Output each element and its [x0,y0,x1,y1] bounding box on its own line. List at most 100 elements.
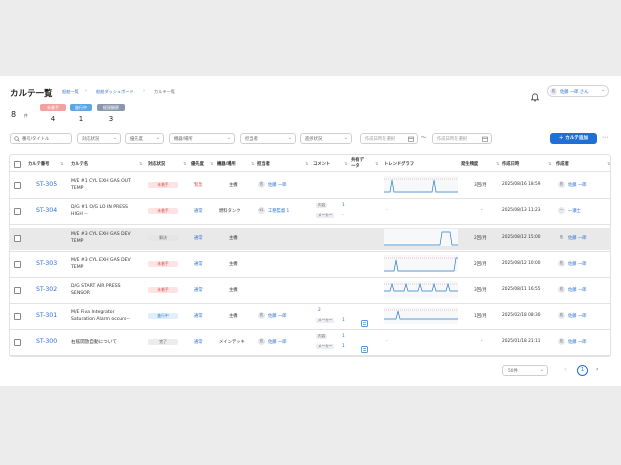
chart-name[interactable]: M/E #3 CYL EXH GAS DEV [71,232,131,237]
comment-count[interactable]: - [342,212,344,218]
column-header[interactable]: コメント [313,162,331,167]
chart-name[interactable]: D/G #1 O/G LO IN PRESS [71,205,128,210]
assignee-filter[interactable]: 担当者 ⌄ [240,133,296,144]
sort-icon[interactable]: ⇅ [344,161,348,166]
more-options-icon[interactable]: ⋯ [602,134,608,141]
column-header[interactable]: 共有データ [351,158,364,169]
sort-icon[interactable]: ⇅ [305,161,309,166]
status-filter[interactable]: 対応状況 ⌄ [77,133,121,144]
date-from-input[interactable]: 作成日時を選択 [360,133,418,144]
chevron-down-icon: ⌄ [539,367,544,373]
breadcrumb-dashboard[interactable]: 船舶ダッシュボード [96,89,134,94]
row-checkbox[interactable] [14,182,21,189]
date-to-input[interactable]: 作成日時を選択 [432,133,492,144]
column-header[interactable]: 作成日時 [502,162,520,167]
column-header[interactable]: カルテ名 [71,162,89,167]
column-header[interactable]: 機器/場所 [217,162,236,167]
comment-count[interactable]: 1 [342,202,345,208]
chart-id-link[interactable]: ST-304 [36,207,58,214]
chart-name[interactable]: D/G START AIR PRESS [71,284,121,289]
column-header[interactable]: 担当者 [257,162,270,167]
trend-graph[interactable] [384,281,458,298]
trend-graph[interactable] [384,229,458,246]
row-checkbox[interactable] [14,208,21,215]
chart-id-link[interactable]: ST-305 [36,181,58,188]
sort-icon[interactable]: ⇅ [375,161,379,166]
chart-id-link[interactable]: ST-301 [36,312,58,319]
progress-filter[interactable]: 進捗状況 ⌄ [300,133,352,144]
badge-in-progress[interactable]: 進行中 [70,104,92,111]
column-header[interactable]: 作成者 [556,162,569,167]
creator-name[interactable]: 一瀬士 [568,209,581,214]
chart-name[interactable]: M/E Fiva Integrator [71,310,115,315]
page-1-button[interactable]: 1 [577,365,588,376]
sort-icon[interactable]: ⇅ [183,161,187,166]
creator-name[interactable]: 佐藤 一郎 [568,183,587,188]
creator-name[interactable]: 佐藤 一郎 [568,314,587,319]
trend-graph[interactable] [384,255,458,272]
comment-count[interactable]: 2 [318,307,321,313]
creator-avatar: 佐 [558,338,565,345]
prev-page-button[interactable]: ‹ [564,366,567,373]
creator-name[interactable]: 佐藤 一郎 [568,288,587,293]
comment-count[interactable]: 1 [342,317,345,323]
chart-id-link[interactable]: ST-303 [36,260,58,267]
badge-unstarted-count: 4 [50,115,56,123]
chart-id-link[interactable]: ST-302 [36,286,58,293]
priority-filter[interactable]: 優先度 ⌄ [125,133,164,144]
chart-name[interactable]: TEMP [71,186,84,191]
row-checkbox[interactable] [14,313,21,320]
trend-graph[interactable] [384,307,458,324]
select-all-checkbox[interactable] [14,161,21,168]
assignee-name[interactable]: 佐藤 一郎 [268,340,287,345]
trend-graph[interactable] [384,176,458,193]
column-header[interactable]: 対応状況 [148,162,166,167]
chart-name[interactable]: M/E #1 CYL EXH GAS OUT [71,179,131,184]
creator-name[interactable]: 佐藤 一郎 [568,262,587,267]
chart-name[interactable]: TEMP [71,265,84,270]
user-menu[interactable]: 佐 佐藤 一郎 さん ⌄ [547,85,609,97]
badge-observation[interactable]: 経過観察 [97,104,125,111]
search-input[interactable]: 番号/タイトル [10,133,72,144]
chart-name[interactable]: 右舷開放自動について [71,339,117,345]
column-header[interactable]: カルテ番号 [28,162,50,167]
chart-name[interactable]: SENSOR [71,291,90,296]
row-checkbox[interactable] [14,287,21,294]
bell-icon[interactable] [530,87,540,102]
sort-icon[interactable]: ⇅ [60,161,64,166]
sort-icon[interactable]: ⇅ [139,161,143,166]
column-header[interactable]: トレンドグラフ [384,162,415,167]
chart-name[interactable]: Saturation Alarm occurs-- [71,317,130,322]
row-checkbox[interactable] [14,339,21,346]
assignee-name[interactable]: 佐藤 一郎 [268,314,287,319]
sort-icon[interactable]: ⇅ [548,161,552,166]
sort-icon[interactable]: ⇅ [607,161,611,166]
creator-name[interactable]: 佐藤 一郎 [568,340,587,345]
comment-count[interactable]: 1 [342,333,345,339]
shared-data-icon[interactable] [361,312,368,327]
chart-name[interactable]: M/E #3 CYL EXH GAS DEV [71,258,131,263]
comment-count[interactable]: 1 [342,343,345,349]
add-chart-button[interactable]: ＋ カルテ追加 [550,133,597,144]
row-checkbox[interactable] [14,261,21,268]
equipment-filter[interactable]: 機器/場所 ⌄ [169,133,235,144]
chart-name[interactable]: HIGH -- [71,212,88,217]
sort-icon[interactable]: ⇅ [251,161,255,166]
assignee-name[interactable]: 佐藤 一郎 [268,183,287,188]
chart-id-link[interactable]: ST-300 [36,338,58,345]
row-checkbox[interactable] [14,235,21,242]
shared-data-icon[interactable] [361,338,368,353]
column-header[interactable]: 発生頻度 [461,162,479,167]
breadcrumb-ships[interactable]: 船舶一覧 [62,89,79,94]
chart-name[interactable]: TEMP [71,239,84,244]
creator-name[interactable]: 佐藤 一郎 [568,236,587,241]
badge-unstarted[interactable]: 未着手 [40,104,66,111]
assignee-name[interactable]: 工務監督 1 [268,209,290,214]
per-page-select[interactable]: 50件 ⌄ [502,365,548,376]
sort-icon[interactable]: ⇅ [496,161,500,166]
status-badge: 未着手 [148,208,178,214]
column-header[interactable]: 優先度 [191,162,204,167]
chevron-down-icon: ⌄ [601,87,606,93]
next-page-button[interactable]: › [596,366,599,373]
sort-icon[interactable]: ⇅ [210,161,214,166]
